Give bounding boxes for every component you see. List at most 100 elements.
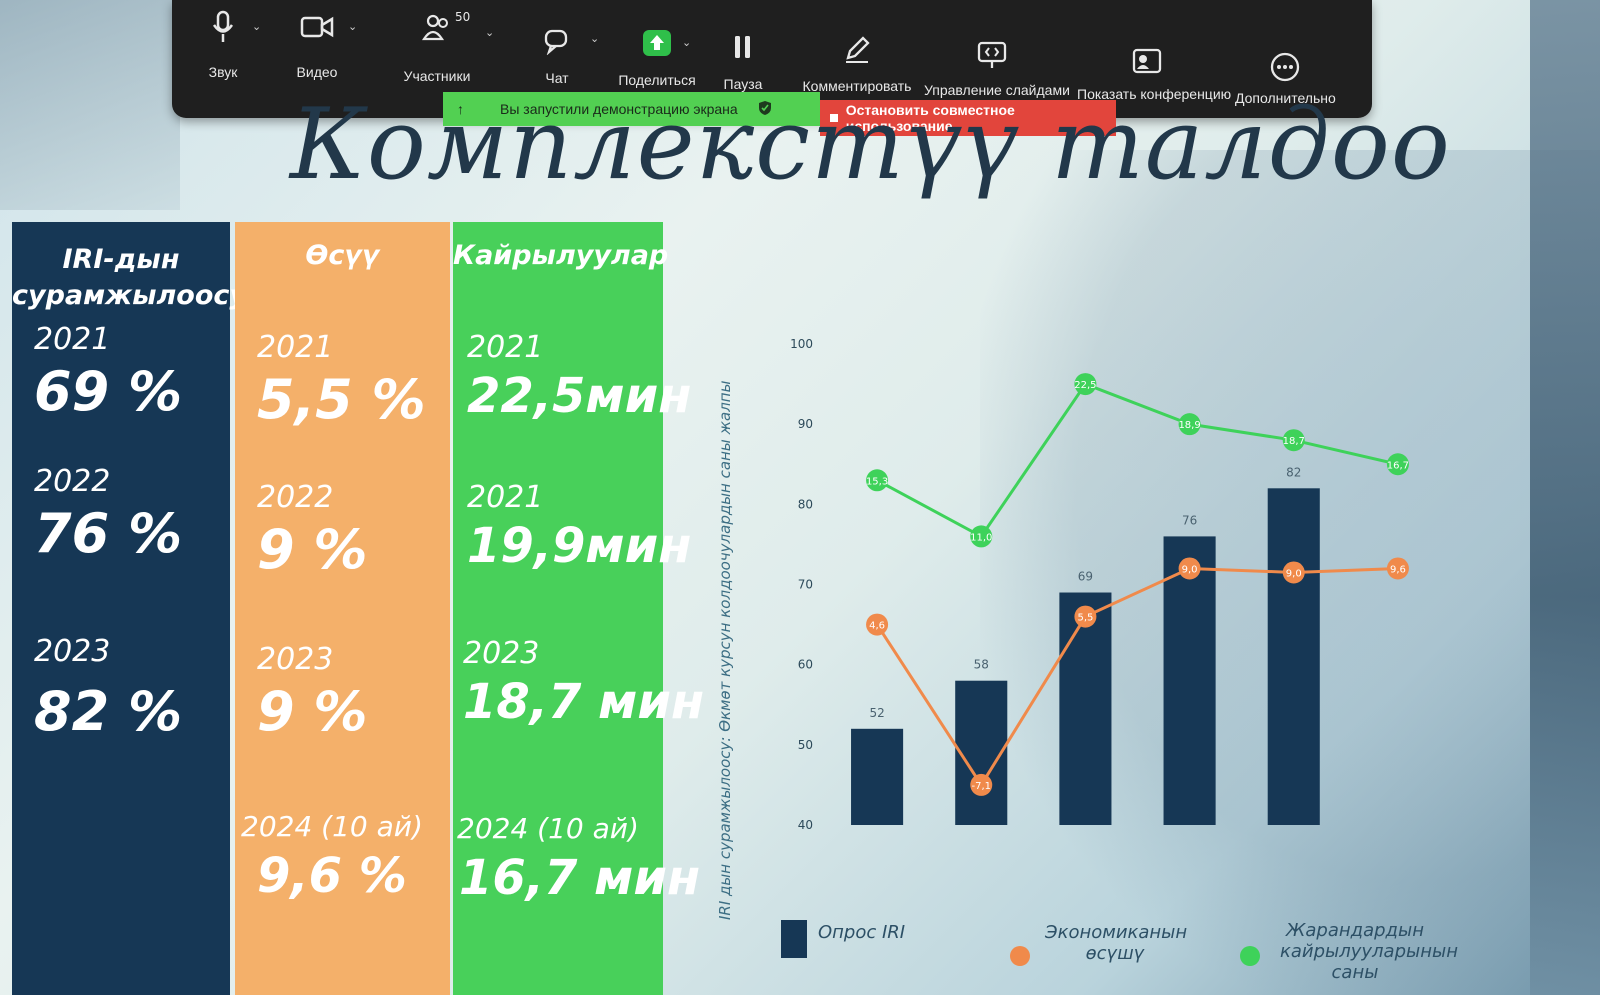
y-tick-label: 100 [790, 337, 813, 351]
show-conference-button[interactable]: Показать конференцию [1077, 8, 1232, 102]
participants-count-badge: 50 [455, 10, 471, 24]
iri-survey-header: IRI-дын сурамжылоосу [12, 244, 247, 311]
point-data-label: 16,7 [1387, 460, 1409, 471]
screen-sharing-text: Вы запустили демонстрацию экрана [500, 101, 738, 117]
audio-button[interactable]: Звук [200, 8, 246, 80]
slide-control-button[interactable]: Управление слайдами [924, 8, 1070, 98]
iri-value-2022: 76 % [34, 502, 183, 565]
share-chevron-down-icon[interactable]: ⌄ [682, 36, 692, 49]
iri-value-2023: 82 % [34, 680, 183, 743]
chat-button[interactable]: Чат [537, 8, 577, 86]
slide-title: Комплекстүү талдоо [290, 88, 1451, 202]
annotate-button[interactable]: Комментировать [802, 8, 912, 94]
iri-year-2023: 2023 [34, 634, 111, 669]
background-photo-left [0, 0, 180, 210]
pencil-icon [802, 30, 912, 68]
participants-button[interactable]: Участники [397, 8, 477, 84]
appeals-year-2021: 2021 [467, 330, 544, 365]
chat-label: Чат [545, 70, 569, 86]
background-edge [1530, 0, 1600, 995]
video-label: Видео [296, 64, 338, 80]
series-point [1282, 561, 1305, 584]
chart-y-axis-title-box: IRI дын сурамжылоосу: Өкмөт курсун колдо… [700, 200, 780, 940]
annotate-label: Комментировать [802, 78, 912, 94]
chat-icon [537, 22, 577, 60]
appeals-value-2023: 18,7 мин [463, 674, 705, 730]
participants-chevron-down-icon[interactable]: ⌄ [485, 26, 495, 39]
share-screen-icon [617, 24, 697, 62]
bar-data-label: 82 [1286, 465, 1301, 479]
show-conference-icon [1077, 42, 1217, 80]
point-data-label: 15,3 [866, 476, 888, 487]
show-conference-label: Показать конференцию [1077, 86, 1232, 102]
series-point [1074, 605, 1097, 628]
appeals-year-2021b: 2021 [467, 480, 544, 515]
point-data-label: -7,1 [971, 781, 991, 792]
appeals-value-2021b: 19,9мин [467, 518, 692, 574]
more-dots-icon [1235, 48, 1335, 86]
growth-value-2022: 9 % [257, 518, 368, 581]
iri-year-2022: 2022 [34, 464, 111, 499]
share-screen-button[interactable]: Поделиться [617, 8, 697, 88]
appeals-value-2021: 22,5мин [467, 368, 692, 424]
video-camera-icon [287, 8, 347, 46]
point-data-label: 11,0 [970, 532, 992, 543]
audio-label: Звук [208, 64, 238, 80]
slides-icon [924, 36, 1059, 74]
audio-chevron-down-icon[interactable]: ⌄ [252, 20, 262, 33]
point-data-label: 22,5 [1074, 380, 1096, 391]
series-point [1282, 429, 1305, 452]
video-chevron-down-icon[interactable]: ⌄ [348, 20, 358, 33]
point-data-label: 18,7 [1283, 436, 1305, 447]
more-button[interactable]: Дополнительно [1235, 8, 1336, 106]
screen-sharing-banner: ↑ Вы запустили демонстрацию экрана [443, 92, 820, 126]
bar-iri [851, 728, 904, 825]
growth-header: Өсүү [305, 240, 380, 271]
video-button[interactable]: Видео [287, 8, 347, 80]
bar-iri [1163, 536, 1216, 825]
series-point [1386, 453, 1409, 476]
growth-column: Өсүү 2021 5,5 % 2022 9 % 2023 9 % 2024 (… [235, 222, 450, 995]
growth-value-2024: 9,6 % [257, 848, 407, 904]
stop-sharing-button[interactable]: Остановить совместное использование [820, 100, 1116, 136]
point-data-label: 9,6 [1390, 564, 1406, 575]
y-tick-label: 50 [798, 738, 813, 752]
pause-label: Пауза [723, 76, 763, 92]
combo-chart: 405060708090100201920202021202220232024 … [790, 337, 1409, 832]
legend-swatch-economy [1010, 946, 1030, 966]
slides-label: Управление слайдами [924, 82, 1070, 98]
meeting-toolbar: Звук ⌄ Видео ⌄ Участники 50 ⌄ Чат ⌄ Поде… [172, 0, 1372, 118]
arrow-up-icon: ↑ [457, 101, 464, 117]
growth-year-2023: 2023 [257, 642, 334, 677]
legend-label-economy: Экономиканын өсүшү [1045, 922, 1188, 964]
pause-icon [720, 28, 766, 66]
bar-data-label: 69 [1078, 570, 1093, 584]
bar-data-label: 76 [1182, 513, 1197, 527]
point-data-label: 5,5 [1077, 613, 1093, 624]
iri-value-2021: 69 % [34, 360, 183, 423]
stop-square-icon [830, 114, 838, 122]
pause-share-button[interactable]: Пауза [720, 8, 766, 92]
legend-label-appeals: Жарандардын кайрылууларынын саны [1280, 920, 1458, 983]
point-data-label: 9,0 [1182, 564, 1198, 575]
series-point [1074, 373, 1097, 396]
y-tick-label: 80 [798, 497, 813, 511]
chat-chevron-down-icon[interactable]: ⌄ [590, 32, 600, 45]
legend-label-iri: Опрос IRI [818, 922, 906, 943]
appeals-header: Кайрылуулар [453, 240, 669, 271]
legend-swatch-appeals [1240, 946, 1260, 966]
bar-data-label: 52 [869, 706, 884, 720]
appeals-value-2024: 16,7 мин [459, 850, 701, 906]
series-line-economy [875, 566, 1398, 788]
bar-iri [1059, 592, 1112, 825]
appeals-year-2024: 2024 (10 ай) [457, 812, 639, 845]
y-tick-label: 60 [798, 658, 813, 672]
growth-value-2023: 9 % [257, 680, 368, 743]
shield-check-icon [758, 100, 772, 119]
microphone-icon [200, 8, 246, 46]
y-tick-label: 40 [798, 818, 813, 832]
iri-year-2021: 2021 [34, 322, 111, 357]
point-data-label: 18,9 [1178, 420, 1200, 431]
series-line-appeals [876, 382, 1399, 539]
iri-survey-column: IRI-дын сурамжылоосу 2021 69 % 2022 76 %… [12, 222, 247, 995]
